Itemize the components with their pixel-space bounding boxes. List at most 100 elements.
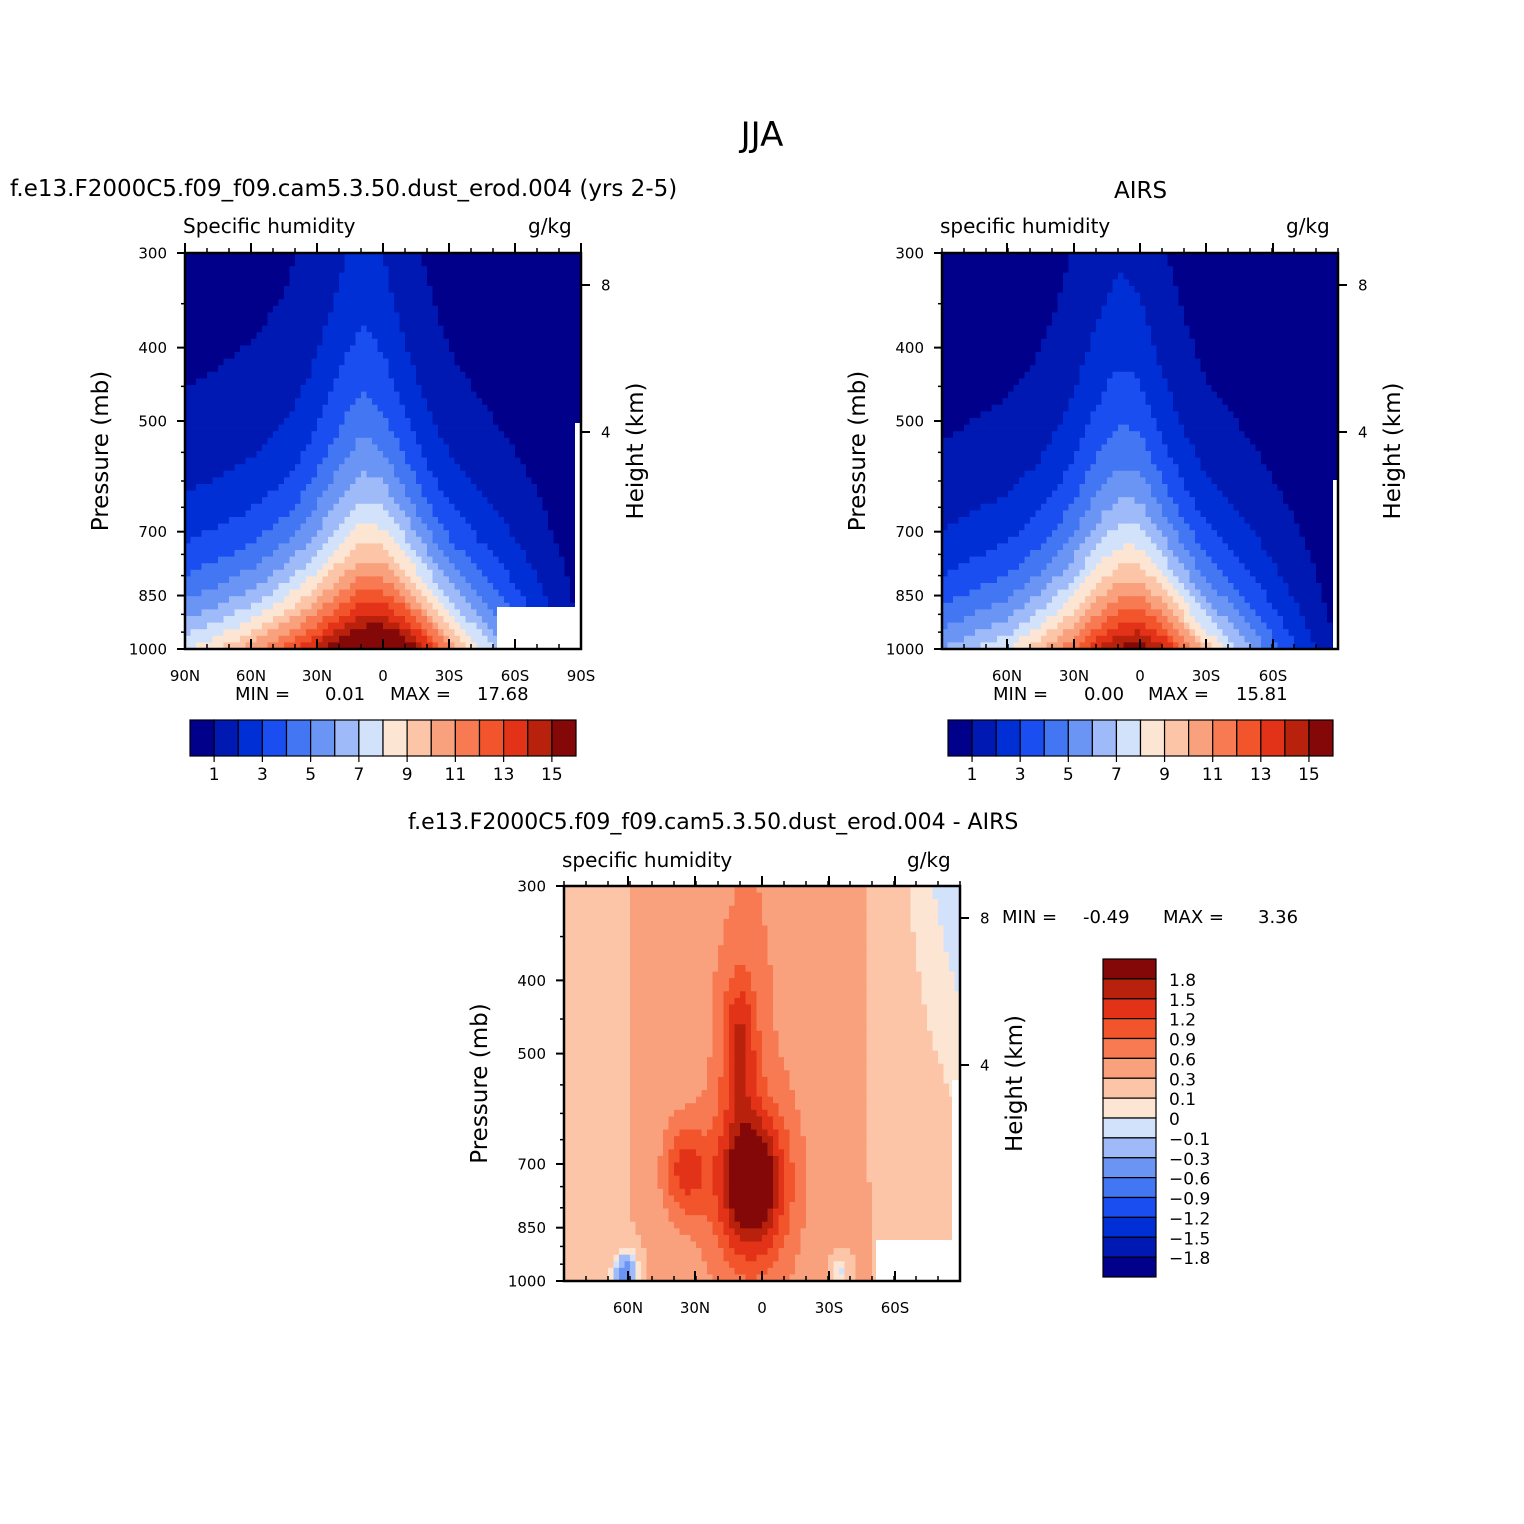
field-cell	[289, 352, 296, 360]
field-cell	[278, 292, 285, 300]
field-cell	[410, 503, 417, 511]
field-cell	[284, 404, 291, 412]
field-cell	[284, 556, 291, 564]
field-cell	[361, 622, 368, 630]
field-cell	[1178, 259, 1185, 267]
field-cell	[1008, 253, 1015, 261]
field-cell	[185, 418, 192, 426]
field-cell	[328, 418, 335, 426]
field-cell	[212, 602, 219, 610]
field-cell	[245, 431, 252, 439]
field-cell	[1151, 272, 1158, 280]
field-cell	[471, 272, 478, 280]
field-cell	[531, 424, 538, 432]
field-cell	[207, 259, 214, 267]
field-cell	[410, 530, 417, 538]
field-cell	[493, 589, 500, 597]
field-cell	[520, 312, 527, 320]
field-cell	[240, 464, 247, 472]
field-cell	[548, 437, 555, 445]
field-cell	[460, 404, 467, 412]
field-cell	[509, 272, 516, 280]
field-cell	[295, 391, 302, 399]
field-cell	[465, 418, 472, 426]
field-cell	[328, 451, 335, 459]
field-cell	[223, 629, 230, 637]
field-cell	[1090, 272, 1097, 280]
field-cell	[350, 444, 357, 452]
field-cell	[273, 312, 280, 320]
field-cell	[969, 272, 976, 280]
field-cell	[1277, 279, 1284, 287]
field-cell	[267, 352, 274, 360]
field-cell	[575, 365, 582, 373]
field-cell	[421, 444, 428, 452]
field-cell	[190, 464, 197, 472]
field-cell	[460, 338, 467, 346]
field-cell	[997, 286, 1004, 294]
field-cell	[355, 431, 362, 439]
field-cell	[333, 589, 340, 597]
field-cell	[504, 444, 511, 452]
field-cell	[1052, 286, 1059, 294]
field-cell	[383, 444, 390, 452]
field-cell	[273, 642, 280, 650]
field-cell	[1200, 272, 1207, 280]
field-cell	[427, 589, 434, 597]
field-cell	[361, 596, 368, 604]
field-cell	[339, 457, 346, 465]
field-cell	[317, 457, 324, 465]
field-cell	[295, 536, 302, 544]
field-cell	[986, 253, 993, 261]
field-cell	[361, 272, 368, 280]
field-cell	[262, 457, 269, 465]
field-cell	[300, 477, 307, 485]
field-cell	[1140, 266, 1147, 274]
field-cell	[284, 437, 291, 445]
field-cell	[262, 305, 269, 313]
field-cell	[1145, 279, 1152, 287]
field-cell	[262, 424, 269, 432]
field-cell	[256, 279, 263, 287]
field-cell	[262, 563, 269, 571]
field-cell	[427, 391, 434, 399]
field-cell	[416, 635, 423, 643]
field-cell	[531, 325, 538, 333]
field-cell	[498, 589, 505, 597]
field-cell	[531, 576, 538, 584]
field-cell	[997, 266, 1004, 274]
field-cell	[377, 266, 384, 274]
field-cell	[449, 424, 456, 432]
field-cell	[449, 543, 456, 551]
field-cell	[278, 272, 285, 280]
field-cell	[997, 292, 1004, 300]
colorbar-swatch	[382, 719, 408, 757]
field-cell	[443, 629, 450, 637]
field-cell	[559, 279, 566, 287]
field-cell	[207, 345, 214, 353]
field-cell	[421, 312, 428, 320]
field-cell	[416, 470, 423, 478]
field-cell	[273, 543, 280, 551]
field-cell	[416, 424, 423, 432]
field-cell	[328, 358, 335, 366]
field-cell	[421, 536, 428, 544]
field-cell	[245, 345, 252, 353]
field-cell	[394, 543, 401, 551]
field-cell	[262, 299, 269, 307]
field-cell	[570, 517, 577, 525]
field-cell	[410, 352, 417, 360]
field-cell	[267, 563, 274, 571]
field-cell	[438, 266, 445, 274]
field-cell	[218, 371, 225, 379]
field-cell	[322, 616, 329, 624]
field-cell	[559, 457, 566, 465]
field-cell	[515, 523, 522, 531]
field-cell	[361, 451, 368, 459]
field-cell	[509, 464, 516, 472]
field-cell	[1233, 272, 1240, 280]
field-cell	[328, 319, 335, 327]
field-cell	[245, 358, 252, 366]
field-cell	[427, 536, 434, 544]
field-cell	[366, 411, 373, 419]
